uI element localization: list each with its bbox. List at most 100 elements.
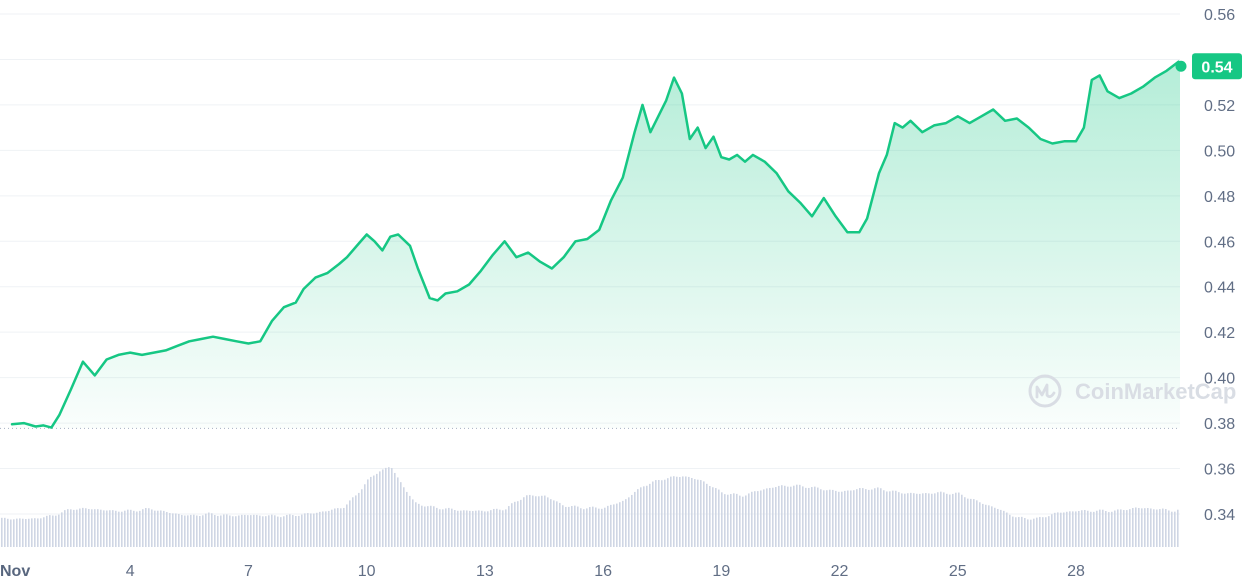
- volume-bar: [1039, 516, 1041, 547]
- volume-bar: [64, 510, 66, 547]
- volume-bar: [166, 511, 168, 547]
- volume-bar: [403, 487, 405, 547]
- volume-bar: [1078, 510, 1080, 547]
- volume-bar: [529, 494, 531, 547]
- y-tick-label: 0.46: [1204, 234, 1235, 251]
- volume-bar: [1147, 508, 1149, 547]
- volume-bar: [1138, 508, 1140, 547]
- volume-bar: [1168, 510, 1170, 547]
- volume-bar: [982, 503, 984, 547]
- volume-bar: [880, 488, 882, 547]
- x-tick-label: 4: [126, 563, 135, 580]
- volume-bar: [409, 495, 411, 547]
- volume-bar: [958, 492, 960, 547]
- volume-bar: [547, 497, 549, 547]
- volume-bar: [61, 512, 63, 547]
- volume-bar: [1045, 517, 1047, 547]
- volume-bar: [1120, 509, 1122, 547]
- volume-bar: [160, 510, 162, 547]
- volume-bar: [808, 487, 810, 547]
- volume-bar: [961, 494, 963, 547]
- volume-bar: [469, 510, 471, 547]
- volume-bar: [466, 510, 468, 547]
- volume-bar: [832, 489, 834, 547]
- current-price-label: 0.54: [1201, 59, 1232, 76]
- volume-bar: [634, 491, 636, 547]
- volume-bar: [955, 492, 957, 547]
- volume-bar: [163, 510, 165, 547]
- volume-bar: [244, 514, 246, 547]
- watermark-text: CoinMarketCap: [1075, 379, 1236, 404]
- volume-bar: [571, 506, 573, 547]
- volume-bar: [232, 516, 234, 547]
- volume-bar: [835, 490, 837, 547]
- volume-bar: [196, 515, 198, 547]
- volume-bar: [40, 518, 42, 547]
- volume-bar: [925, 493, 927, 547]
- volume-bar: [1108, 512, 1110, 547]
- volume-bar: [544, 495, 546, 547]
- volume-bar: [1129, 509, 1131, 547]
- volume-bar: [376, 473, 378, 547]
- volume-bar: [949, 494, 951, 547]
- volume-bar: [910, 492, 912, 547]
- volume-bar: [847, 490, 849, 547]
- volume-bar: [184, 515, 186, 547]
- price-line[interactable]: [10, 60, 1182, 429]
- volume-bar: [388, 467, 390, 547]
- volume-bar: [523, 497, 525, 547]
- volume-bar: [838, 491, 840, 547]
- volume-bar: [517, 501, 519, 547]
- volume-bar: [250, 515, 252, 547]
- volume-bar: [1117, 509, 1119, 547]
- volume-bar: [130, 509, 132, 547]
- volume-bar: [625, 499, 627, 547]
- x-tick-label: Nov: [0, 563, 30, 580]
- volume-bar: [784, 485, 786, 547]
- volume-bar: [304, 513, 306, 547]
- volume-bar: [172, 513, 174, 547]
- volume-bar: [322, 511, 324, 547]
- volume-bar: [619, 502, 621, 547]
- volume-bar: [898, 492, 900, 547]
- volume-bar: [715, 488, 717, 547]
- volume-bar: [367, 479, 369, 547]
- y-tick-label: 0.40: [1204, 371, 1235, 388]
- volume-bar: [1102, 509, 1104, 547]
- volume-bar: [724, 494, 726, 547]
- volume-bar: [484, 511, 486, 547]
- volume-bar: [133, 510, 135, 547]
- volume-bar: [583, 509, 585, 547]
- volume-bar: [394, 472, 396, 547]
- x-tick-label: 7: [244, 563, 253, 580]
- x-tick-label: 13: [476, 563, 494, 580]
- volume-bar: [1177, 509, 1179, 547]
- volume-bar: [82, 507, 84, 547]
- volume-bar: [1063, 512, 1065, 547]
- x-tick-label: 19: [712, 563, 730, 580]
- x-tick-label: 25: [949, 563, 967, 580]
- volume-bar: [79, 508, 81, 547]
- volume-bar: [421, 505, 423, 547]
- volume-bar: [901, 493, 903, 547]
- volume-bar: [733, 493, 735, 547]
- volume-bar: [511, 503, 513, 547]
- volume-bar: [205, 513, 207, 547]
- volume-bar: [355, 495, 357, 547]
- volume-bar: [352, 497, 354, 547]
- volume-bar: [772, 487, 774, 547]
- volume-bar: [1021, 516, 1023, 547]
- current-price-dot[interactable]: [1175, 60, 1187, 72]
- volume-bar: [391, 468, 393, 547]
- volume-bar: [892, 490, 894, 547]
- volume-bar: [652, 481, 654, 547]
- volume-bar: [1159, 509, 1161, 547]
- volume-bar: [358, 492, 360, 547]
- volume-bar: [997, 508, 999, 547]
- volume-bar: [760, 490, 762, 547]
- volume-bar: [490, 510, 492, 547]
- volume-bar: [187, 515, 189, 547]
- volume-bar: [472, 511, 474, 547]
- volume-bar: [943, 492, 945, 547]
